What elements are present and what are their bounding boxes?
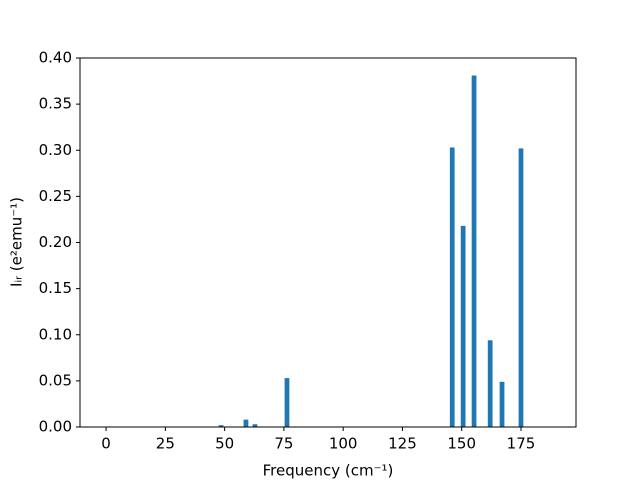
bar (449, 147, 455, 428)
x-axis-label: Frequency (cm⁻¹) (263, 462, 394, 480)
x-tick-label: 50 (215, 435, 234, 453)
x-tick-label: 0 (101, 435, 111, 453)
x-tick-label: 125 (388, 435, 417, 453)
y-axis-label: Iᵢᵣ (e²emu⁻¹) (8, 197, 26, 287)
y-tick-label: 0.35 (39, 95, 72, 113)
y-tick-label: 0.10 (39, 325, 72, 343)
bar (499, 381, 505, 427)
bar (487, 340, 493, 427)
y-tick-label: 0.25 (39, 187, 72, 205)
bar (518, 148, 524, 427)
y-tick-label: 0.05 (39, 371, 72, 389)
y-tick-label: 0.30 (39, 141, 72, 159)
y-tick-label: 0.20 (39, 233, 72, 251)
x-tick-label: 150 (447, 435, 476, 453)
plot-frame (79, 57, 577, 428)
y-tick-label: 0.40 (39, 49, 72, 67)
y-tick-label: 0.15 (39, 279, 72, 297)
bar (284, 378, 290, 427)
x-tick-label: 25 (156, 435, 175, 453)
bar (243, 419, 249, 427)
bar (471, 75, 477, 427)
bar (218, 425, 224, 427)
x-tick-label: 175 (507, 435, 536, 453)
x-tick-label: 100 (329, 435, 358, 453)
y-tick-label: 0.00 (39, 418, 72, 436)
bar (252, 424, 258, 427)
bar (460, 225, 466, 427)
x-tick-label: 75 (274, 435, 293, 453)
